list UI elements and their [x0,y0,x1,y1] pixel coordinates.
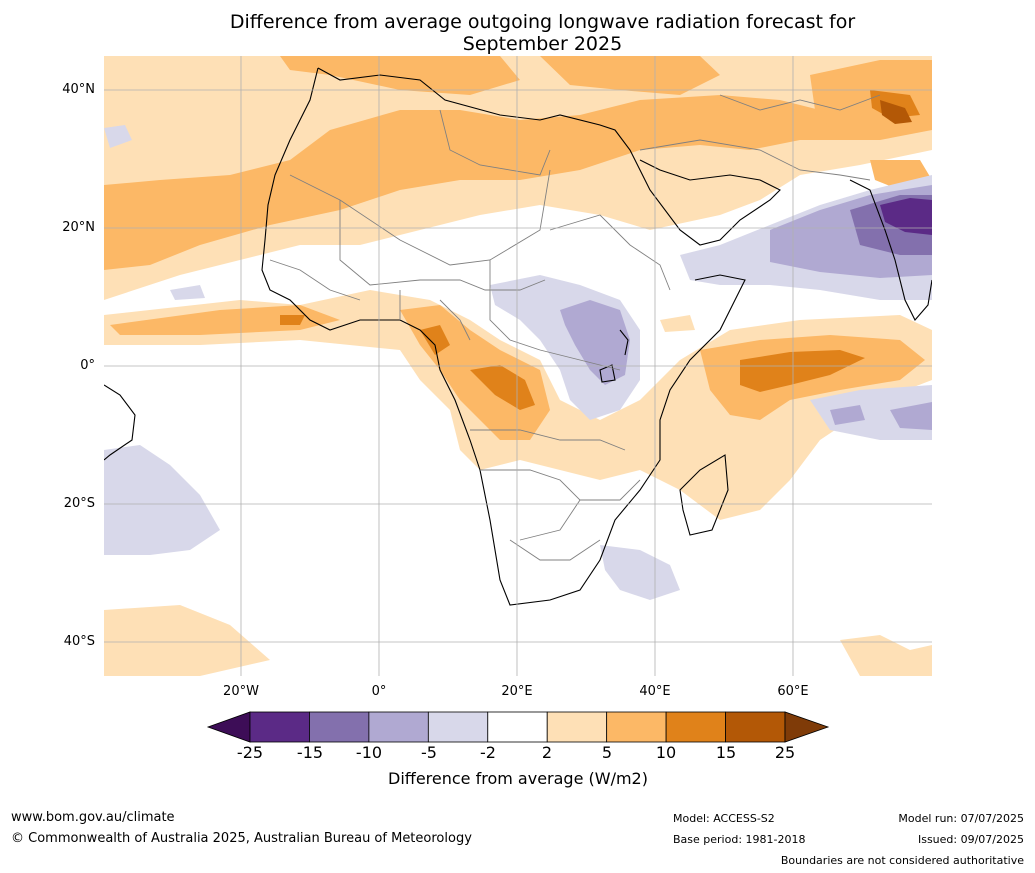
lon-label-60e: 60°E [777,684,809,699]
footer-copyright: © Commonwealth of Australia 2025, Austra… [11,831,472,846]
colorbar-cell [487,711,548,743]
chart-title-line2: September 2025 [462,33,623,55]
colorbar-cell [665,711,726,743]
footer-website: www.bom.gov.au/climate [11,810,175,825]
lat-label-40n: 40°N [62,82,95,97]
lon-label-40e: 40°E [639,684,671,699]
colorbar-label: Difference from average (W/m2) [388,769,648,788]
anomaly-15-25-regions [880,100,912,124]
colorbar-cell [606,711,667,743]
colorbar-tick: -25 [236,743,264,762]
colorbar-tick: -10 [355,743,383,762]
footer-model-run: Model run: 07/07/2025 [898,812,1024,825]
anomaly-neg15-neg25-regions [880,198,932,235]
gridlines [104,56,932,676]
colorbar-tick: -15 [296,743,324,762]
footer-model: Model: ACCESS-S2 [673,812,775,825]
chart-title-line1: Difference from average outgoing longwav… [229,11,856,33]
coastlines [104,67,932,606]
colorbar-cell [427,711,489,743]
lat-label-0: 0° [80,358,95,373]
colorbar-cell [309,711,370,743]
lon-label-0: 0° [371,684,387,699]
colorbar-tick: 5 [601,743,613,762]
lat-label-20n: 20°N [62,220,95,235]
colorbar-cell [249,711,310,743]
lat-label-20s: 20°S [63,496,95,511]
colorbar-tick: -5 [421,743,437,762]
country-borders [269,94,881,561]
colorbar-tick: 15 [715,743,737,762]
footer-base-period: Base period: 1981-2018 [673,833,806,846]
lon-label-20e: 20°E [501,684,533,699]
colorbar-tick: -2 [480,743,496,762]
lat-label-40s: 40°S [63,634,95,649]
lon-label-20w: 20°W [223,684,259,699]
colorbar-cell [725,711,786,743]
colorbar-extend-low [206,711,251,743]
colorbar-cell [368,711,429,743]
footer-issued: Issued: 09/07/2025 [917,833,1024,846]
colorbar-cell [546,711,608,743]
colorbar-tick: 25 [774,743,796,762]
anomaly-5-10-regions [104,56,932,440]
colorbar-extend-high [784,711,830,743]
colorbar-tick: 10 [655,743,677,762]
colorbar-tick: 2 [541,743,553,762]
footer-disclaimer: Boundaries are not considered authoritat… [780,854,1024,867]
